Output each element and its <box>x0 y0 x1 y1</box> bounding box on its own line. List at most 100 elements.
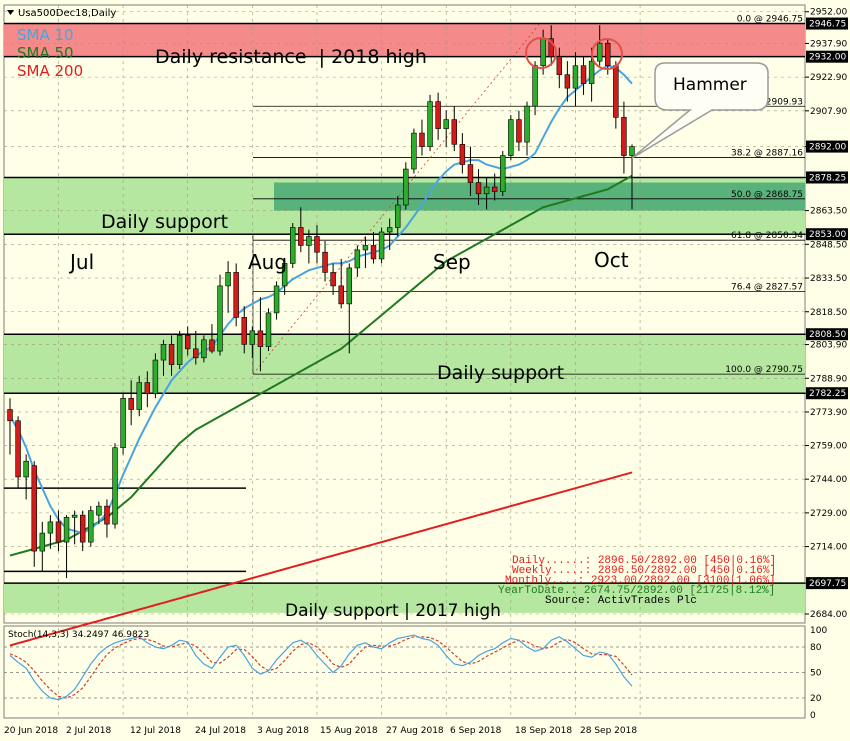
candle <box>209 324 215 354</box>
candle-body <box>403 168 409 206</box>
candle-body <box>346 267 352 305</box>
candle-body <box>47 521 54 534</box>
fib-trend-line <box>252 23 541 375</box>
candle-body <box>330 272 336 287</box>
candle-body <box>378 231 385 260</box>
candle-body <box>386 227 393 233</box>
price-tick-label: 2907.90 <box>810 107 847 117</box>
candle-body <box>443 119 449 129</box>
candle-body <box>39 532 46 552</box>
candle <box>621 101 627 174</box>
candle <box>217 274 223 356</box>
candle-body <box>128 397 134 410</box>
candle-body <box>532 65 538 107</box>
price-highlight-box <box>806 140 848 153</box>
candle-body <box>176 335 183 365</box>
candle-body <box>63 517 70 543</box>
candle <box>354 245 361 277</box>
double-top-markers <box>525 37 623 70</box>
candle <box>136 375 142 417</box>
candle <box>306 229 312 264</box>
callout-text: Hammer <box>673 75 747 95</box>
candle-body <box>120 397 126 449</box>
candles-layer <box>7 25 635 579</box>
candle-body <box>79 514 86 543</box>
month-label-sep: Sep <box>433 250 471 274</box>
month-label-oct: Oct <box>594 248 629 272</box>
candle-body <box>233 272 239 318</box>
candle <box>596 25 603 66</box>
candle <box>201 335 207 363</box>
candle-body <box>411 132 417 170</box>
candle-body <box>96 505 102 516</box>
resistance-label: Daily resistance | 2018 high <box>155 46 427 68</box>
candle <box>39 521 46 572</box>
candle <box>193 330 199 365</box>
candle <box>435 92 441 140</box>
support-jul-label: Daily support <box>437 362 564 384</box>
candle-body <box>395 204 401 228</box>
candle <box>386 218 393 250</box>
oscillator-level-label: 100 <box>810 626 827 636</box>
price-tick-label: 2848.50 <box>810 240 847 250</box>
candle <box>225 261 231 313</box>
candle-body <box>605 42 611 66</box>
time-axis-label: 15 Aug 2018 <box>320 726 378 736</box>
candle-body <box>427 101 433 147</box>
candle-body <box>354 249 361 269</box>
time-axis-label: 27 Aug 2018 <box>386 726 444 736</box>
price-highlight-label: 2878.25 <box>809 173 846 183</box>
candle <box>290 222 296 268</box>
candle <box>112 443 118 529</box>
oscillator-level-label: 0 <box>810 711 816 721</box>
candle <box>564 61 571 102</box>
candle <box>168 335 175 376</box>
candle-body <box>500 155 506 192</box>
candle-body <box>306 236 312 246</box>
callout-bubble <box>631 62 769 159</box>
time-axis-label: 6 Sep 2018 <box>450 726 502 736</box>
candle <box>314 225 320 264</box>
candle-body <box>290 227 296 264</box>
time-axis-label: 2 Jul 2018 <box>66 726 111 736</box>
candle-body <box>572 65 579 89</box>
candle-body <box>435 101 441 129</box>
candle <box>249 326 256 358</box>
price-tick-label: 2803.90 <box>810 341 847 351</box>
candle-body <box>152 359 159 395</box>
price-tick-label: 2833.50 <box>810 274 847 284</box>
price-highlight-label: 2782.25 <box>809 389 846 399</box>
candle <box>281 258 288 295</box>
candle-body <box>588 60 595 84</box>
stats-weekly: Weekly.....: 2896.50/2892.00 [450|0.16%] <box>512 565 776 577</box>
candle <box>362 236 369 268</box>
candle <box>160 339 167 376</box>
candle-body <box>15 420 21 478</box>
fib-level-label: 50.0 @ 2868.75 <box>731 190 803 200</box>
price-axis: 2952.00 2937.90 2922.90 2907.90 2892.00 2878.… <box>805 8 848 620</box>
candle <box>483 178 490 210</box>
time-axis-label: 12 Jul 2018 <box>130 726 181 736</box>
price-tick-label: 2952.00 <box>810 8 847 18</box>
candle <box>572 52 579 107</box>
support-aug-label: Daily support <box>101 211 228 233</box>
candle <box>443 110 449 147</box>
oscillator-frame <box>3 625 806 719</box>
candle <box>257 297 264 372</box>
price-tick-label: 2863.50 <box>810 207 847 217</box>
candle-body <box>419 132 425 147</box>
price-tick-label: 2937.90 <box>810 39 847 49</box>
price-tick-label: 2714.00 <box>810 543 847 553</box>
candle-body <box>613 65 619 118</box>
candle <box>79 510 86 552</box>
fib-level-label: 38.2 @ 2887.16 <box>731 148 803 158</box>
candle-body <box>273 285 280 314</box>
candle <box>7 398 13 455</box>
candle <box>184 326 191 356</box>
candle <box>508 115 514 161</box>
support-2017-label: Daily support | 2017 high <box>285 601 501 621</box>
time-axis-label: 24 Jul 2018 <box>195 726 246 736</box>
candle <box>23 454 29 500</box>
candle <box>459 133 466 174</box>
candle <box>629 144 635 210</box>
